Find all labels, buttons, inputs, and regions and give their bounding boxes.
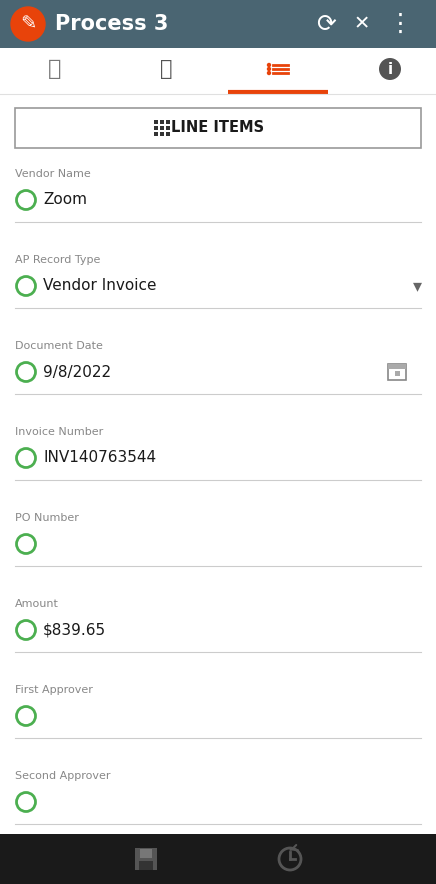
FancyBboxPatch shape xyxy=(388,364,406,380)
FancyBboxPatch shape xyxy=(15,108,421,148)
FancyBboxPatch shape xyxy=(166,126,170,130)
Text: Document Date: Document Date xyxy=(15,341,103,351)
Text: Invoice Number: Invoice Number xyxy=(15,427,103,437)
FancyBboxPatch shape xyxy=(166,119,170,125)
FancyBboxPatch shape xyxy=(388,364,406,369)
Circle shape xyxy=(379,58,401,80)
Text: ⏱: ⏱ xyxy=(48,59,61,79)
Text: INV140763544: INV140763544 xyxy=(43,451,156,466)
Text: LINE ITEMS: LINE ITEMS xyxy=(171,120,265,135)
FancyBboxPatch shape xyxy=(160,126,164,130)
FancyBboxPatch shape xyxy=(140,849,152,858)
Text: $839.65: $839.65 xyxy=(43,622,106,637)
Text: ▾: ▾ xyxy=(412,277,422,295)
Text: Zoom: Zoom xyxy=(43,193,87,208)
Text: Amount: Amount xyxy=(15,599,59,609)
FancyBboxPatch shape xyxy=(135,848,157,870)
Text: ⋮: ⋮ xyxy=(388,12,412,36)
FancyBboxPatch shape xyxy=(154,126,158,130)
FancyBboxPatch shape xyxy=(139,861,153,870)
Text: Process 3: Process 3 xyxy=(55,14,168,34)
Text: Vendor Invoice: Vendor Invoice xyxy=(43,278,157,293)
Text: ✎: ✎ xyxy=(20,14,36,34)
Text: i: i xyxy=(388,62,392,77)
FancyBboxPatch shape xyxy=(395,370,399,376)
Text: Second Approver: Second Approver xyxy=(15,771,110,781)
Circle shape xyxy=(268,67,270,71)
FancyBboxPatch shape xyxy=(154,119,158,125)
Circle shape xyxy=(11,7,45,41)
Text: PO Number: PO Number xyxy=(15,513,79,523)
Text: Vendor Name: Vendor Name xyxy=(15,169,91,179)
Text: 9/8/2022: 9/8/2022 xyxy=(43,364,111,379)
Text: First Approver: First Approver xyxy=(15,685,93,695)
Circle shape xyxy=(268,72,270,74)
FancyBboxPatch shape xyxy=(160,132,164,136)
FancyBboxPatch shape xyxy=(160,119,164,125)
FancyBboxPatch shape xyxy=(166,132,170,136)
Text: 🗎: 🗎 xyxy=(160,59,172,79)
FancyBboxPatch shape xyxy=(0,834,436,884)
Text: ⟳: ⟳ xyxy=(316,12,336,36)
FancyBboxPatch shape xyxy=(0,48,436,94)
Circle shape xyxy=(268,64,270,66)
FancyBboxPatch shape xyxy=(0,0,436,48)
Text: AP Record Type: AP Record Type xyxy=(15,255,100,265)
FancyBboxPatch shape xyxy=(154,132,158,136)
Text: ✕: ✕ xyxy=(354,14,370,34)
